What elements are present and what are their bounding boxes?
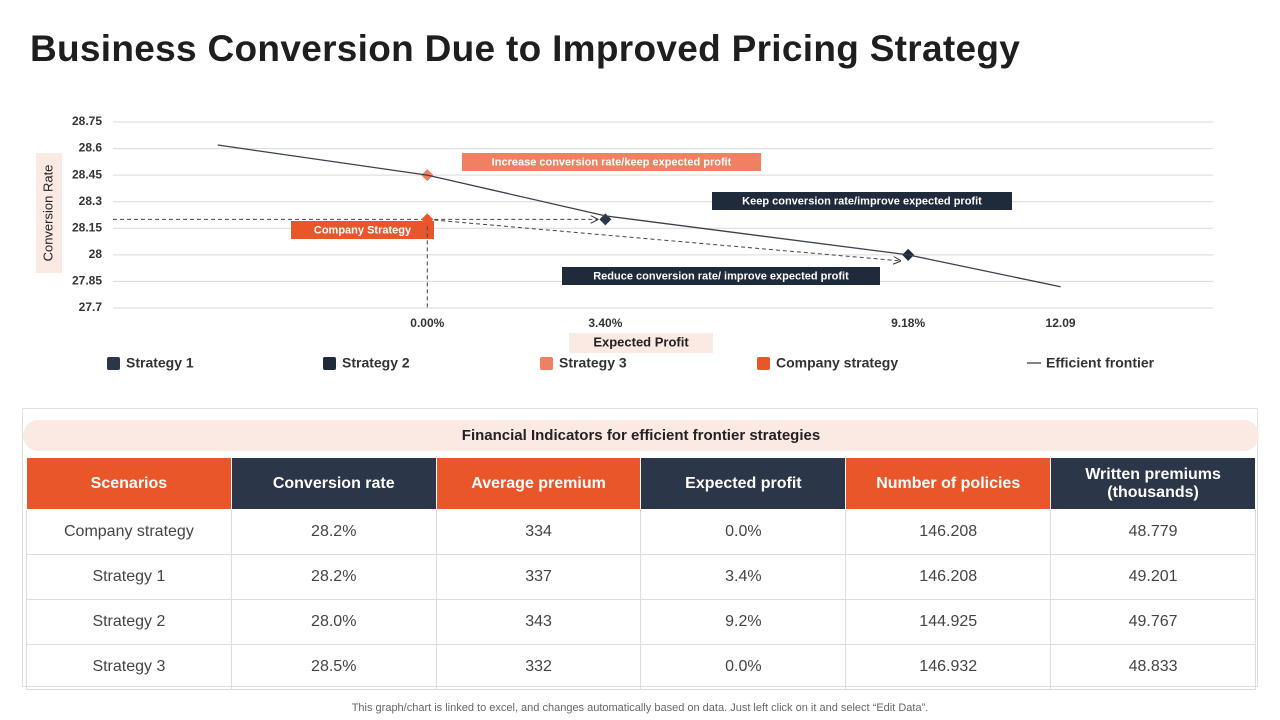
table-row: Strategy 1 28.2% 337 3.4% 146.208 49.201 <box>26 554 1256 600</box>
annotation-box <box>712 192 1012 210</box>
table-cell: 343 <box>435 599 642 645</box>
x-tick-label: 9.18% <box>891 316 925 330</box>
table-row: Strategy 3 28.5% 332 0.0% 146.932 48.833 <box>26 644 1256 690</box>
table-cell: 3.4% <box>640 554 847 600</box>
table-cell: 28.2% <box>230 554 437 600</box>
y-tick-label: 28.6 <box>79 141 103 155</box>
footer-note: This graph/chart is linked to excel, and… <box>351 702 929 714</box>
x-tick-label: 0.00% <box>410 316 444 330</box>
slide-title: Business Conversion Due to Improved Pric… <box>30 28 1021 69</box>
header-cell: Conversion rate <box>230 457 437 510</box>
legend-label: Strategy 1 <box>126 355 194 371</box>
y-tick-label: 28.45 <box>72 167 102 181</box>
table-cell: Strategy 1 <box>26 554 232 600</box>
legend-label: Efficient frontier <box>1046 355 1155 371</box>
header-cell: Number of policies <box>845 457 1052 510</box>
table-cell: 334 <box>435 509 642 555</box>
table-cell: 0.0% <box>640 644 847 690</box>
table-title: Financial Indicators for efficient front… <box>23 420 1259 451</box>
point <box>421 213 434 226</box>
table-cell: 9.2% <box>640 599 847 645</box>
y-axis-label: Conversion Rate <box>40 165 55 262</box>
x-tick-label: 3.40% <box>588 316 622 330</box>
table-cell: 144.925 <box>845 599 1052 645</box>
table-row: Strategy 2 28.0% 343 9.2% 144.925 49.767 <box>26 599 1256 645</box>
legend-label: Company strategy <box>776 355 898 371</box>
y-tick-label: 27.85 <box>72 274 102 288</box>
y-tick-label: 28.15 <box>72 220 102 234</box>
legend-label: Strategy 3 <box>559 355 627 371</box>
table-body: Company strategy 28.2% 334 0.0% 146.208 48.77… <box>26 509 1256 690</box>
table-cell: 48.833 <box>1050 644 1256 690</box>
table-cell: 49.767 <box>1050 599 1256 645</box>
annotation-box <box>291 221 434 239</box>
annotation-text: Reduce conversion rate/ improve expected… <box>593 270 849 282</box>
legend-swatch <box>757 357 770 370</box>
header-cell: Expected profit <box>640 457 847 510</box>
table-cell: 332 <box>435 644 642 690</box>
annotation-text: Company Strategy <box>314 224 412 236</box>
table-cell: 28.0% <box>230 599 437 645</box>
header-row: Scenarios Conversion rate Average premium E… <box>26 457 1256 510</box>
header-cell: Scenarios <box>26 457 232 510</box>
annotation-text: Keep conversion rate/improve expected pr… <box>742 195 982 207</box>
table-cell: 28.5% <box>230 644 437 690</box>
data-table: Scenarios Conversion rate Average premium E… <box>26 457 1256 690</box>
legend-swatch <box>540 357 553 370</box>
y-axis-label-bg <box>36 153 62 273</box>
x-tick-label: 12.09 <box>1046 316 1076 330</box>
table-cell: 146.208 <box>845 554 1052 600</box>
table-cell: 146.208 <box>845 509 1052 555</box>
table-cell: Company strategy <box>26 509 232 555</box>
annotation-box <box>562 267 880 285</box>
table-cell: Strategy 2 <box>26 599 232 645</box>
chart: 27.7 27.85 28 28.15 28.3 28.45 28.6 28.75 0.00% 3… <box>36 114 1213 371</box>
table-cell: Strategy 3 <box>26 644 232 690</box>
header-cell: Average premium <box>435 457 642 510</box>
legend-swatch <box>323 357 336 370</box>
table-cell: 49.201 <box>1050 554 1256 600</box>
header-cell: Written premiums (thousands) <box>1050 457 1256 510</box>
annotation-box <box>462 153 761 171</box>
y-tick-label: 28 <box>89 247 103 261</box>
x-axis-label-bg <box>569 333 713 353</box>
y-tick-label: 27.7 <box>79 300 103 314</box>
dashed-arrow <box>427 218 900 260</box>
table-cell: 0.0% <box>640 509 847 555</box>
y-tick-label: 28.3 <box>79 194 103 208</box>
frontier-line <box>217 144 1061 288</box>
legend-swatch <box>107 357 120 370</box>
x-axis-label: Expected Profit <box>593 334 689 349</box>
table-cell: 146.932 <box>845 644 1052 690</box>
table-panel: Financial Indicators for efficient front… <box>22 408 1259 690</box>
legend-label: Strategy 2 <box>342 355 410 371</box>
y-tick-label: 28.75 <box>72 114 102 128</box>
annotation-text: Increase conversion rate/keep expected p… <box>492 156 732 168</box>
table-cell: 48.779 <box>1050 509 1256 555</box>
table-row: Company strategy 28.2% 334 0.0% 146.208 48.77… <box>26 509 1256 555</box>
table-cell: 337 <box>435 554 642 600</box>
table-cell: 28.2% <box>230 509 437 555</box>
